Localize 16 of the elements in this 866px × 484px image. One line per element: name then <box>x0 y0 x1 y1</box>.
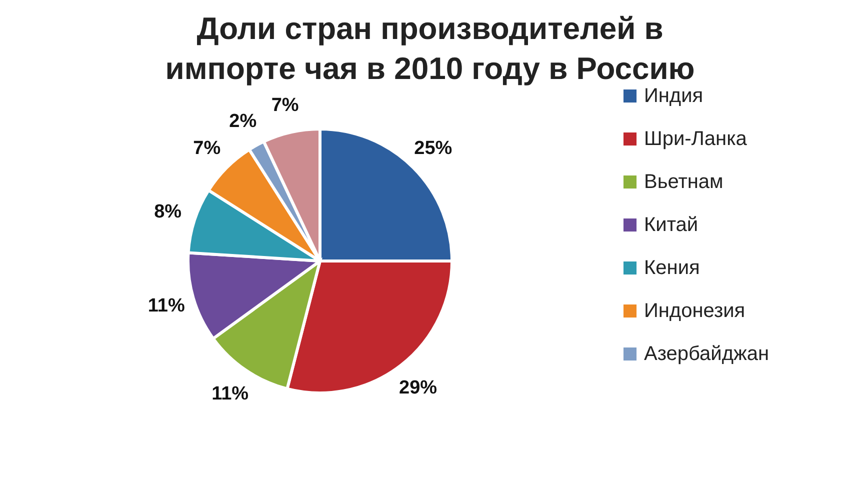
chart-title: Доли стран производителей в импорте чая в 2010 году в Россию <box>165 11 695 86</box>
data-label: 11% <box>212 383 249 404</box>
data-label: 7% <box>271 94 299 116</box>
data-label: 11% <box>148 296 185 317</box>
legend-label: Кения <box>644 257 700 279</box>
legend-label: Китай <box>644 214 698 236</box>
data-label: 25% <box>414 138 452 159</box>
legend-label: Шри-Ланка <box>644 128 748 150</box>
legend-label: Вьетнам <box>644 171 724 193</box>
data-label: 2% <box>229 110 257 132</box>
data-label: 29% <box>399 377 438 398</box>
legend-label: Индонезия <box>644 300 746 322</box>
legend-label: Азербайджан <box>644 343 770 365</box>
data-label: 7% <box>193 138 221 159</box>
legend-label: Индия <box>644 85 704 107</box>
data-label: 8% <box>154 202 182 223</box>
